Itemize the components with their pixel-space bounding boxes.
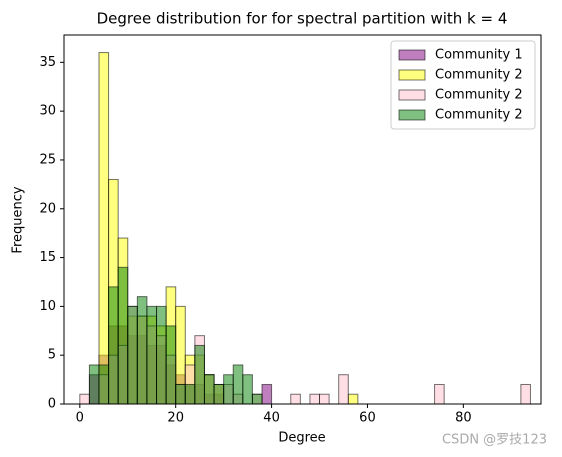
plot-frame <box>63 34 542 405</box>
bar <box>79 393 90 405</box>
y-tick-label: 0 <box>48 397 56 412</box>
y-axis-label: Frequency <box>11 186 26 253</box>
bar <box>203 374 215 405</box>
bar <box>127 305 138 405</box>
bar <box>309 393 321 405</box>
x-axis-label: Degree <box>278 431 325 446</box>
bar <box>338 374 349 405</box>
bar <box>98 364 110 405</box>
bar <box>146 305 158 405</box>
bar <box>175 383 186 405</box>
legend-label: Community 2 <box>435 68 523 83</box>
bar <box>251 393 263 405</box>
bar <box>232 364 244 405</box>
bar <box>194 344 205 405</box>
bar <box>319 393 330 405</box>
bar <box>165 325 177 405</box>
bar <box>261 383 273 405</box>
watermark: CSDN @罗技123 <box>442 433 547 448</box>
bar <box>88 364 100 405</box>
legend-swatch <box>398 109 426 121</box>
x-tick-label: 80 <box>455 411 472 426</box>
bar <box>108 286 119 405</box>
x-tick-label: 40 <box>263 411 280 426</box>
bar <box>434 383 445 405</box>
bar <box>520 383 531 405</box>
y-tick-label: 5 <box>48 348 56 363</box>
bar <box>213 383 225 405</box>
y-tick-label: 15 <box>39 250 56 265</box>
chart-title: Degree distribution for for spectral par… <box>97 10 508 28</box>
legend-swatch <box>398 89 426 101</box>
legend-label: Community 2 <box>435 108 523 123</box>
bar <box>223 374 234 405</box>
bar <box>347 393 359 405</box>
y-tick-label: 10 <box>39 299 56 314</box>
bar <box>242 374 253 405</box>
bar <box>156 305 167 405</box>
bar <box>290 393 301 405</box>
x-tick-label: 0 <box>76 411 84 426</box>
bar <box>98 52 110 405</box>
legend-swatch <box>398 69 426 81</box>
y-tick-label: 20 <box>39 201 56 216</box>
x-tick-label: 60 <box>359 411 376 426</box>
bar <box>136 296 148 405</box>
y-tick-label: 25 <box>39 152 56 167</box>
legend-swatch <box>398 49 426 61</box>
y-tick-label: 35 <box>39 55 56 70</box>
legend-box <box>390 40 536 130</box>
legend-label: Community 2 <box>435 88 523 103</box>
legend-label: Community 1 <box>435 48 523 63</box>
bar <box>184 383 196 405</box>
bar <box>117 266 129 405</box>
x-tick-label: 20 <box>167 411 184 426</box>
y-tick-label: 30 <box>39 104 56 119</box>
